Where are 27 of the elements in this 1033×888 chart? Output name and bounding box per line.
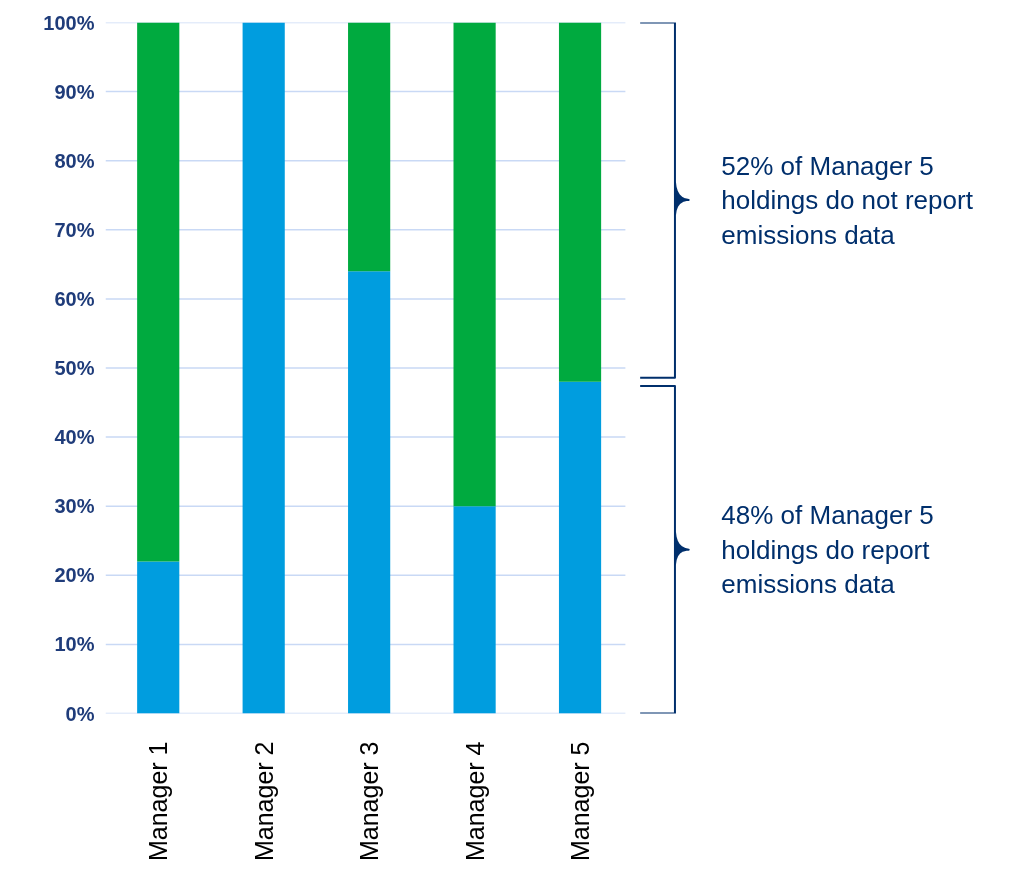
bar	[242, 22, 285, 714]
bar	[348, 271, 391, 714]
x-tick-label: Manager 4	[460, 741, 489, 862]
bar	[137, 561, 180, 714]
bar	[453, 506, 496, 714]
text: 52% of Manager 5 holdings do not report emissions data	[721, 150, 974, 250]
y-tick-label: 90%	[54, 80, 95, 103]
x-tick-label: Manager 3	[355, 741, 384, 862]
y-tick-label: 30%	[54, 495, 95, 518]
y-tick-label: 80%	[54, 149, 95, 172]
text: 48% of Manager 5 holdings do report emissions data	[721, 500, 934, 600]
y-tick-label: 50%	[54, 357, 95, 379]
bar	[348, 22, 391, 272]
bar	[558, 22, 602, 382]
y-tick-label: 20%	[54, 564, 95, 587]
y-tick-label: 0%	[65, 702, 95, 725]
y-tick-label: 60%	[54, 287, 95, 310]
bar	[453, 22, 496, 507]
y-tick-label: 100%	[43, 11, 95, 34]
x-tick-label: Manager 5	[566, 741, 595, 862]
bar	[558, 381, 602, 714]
y-tick-label: 40%	[54, 426, 95, 449]
y-tick-label: 10%	[54, 633, 95, 656]
x-tick-label: Manager 1	[144, 741, 173, 862]
x-tick-label: Manager 2	[249, 741, 278, 862]
y-tick-label: 70%	[54, 218, 95, 241]
bar	[137, 22, 180, 562]
